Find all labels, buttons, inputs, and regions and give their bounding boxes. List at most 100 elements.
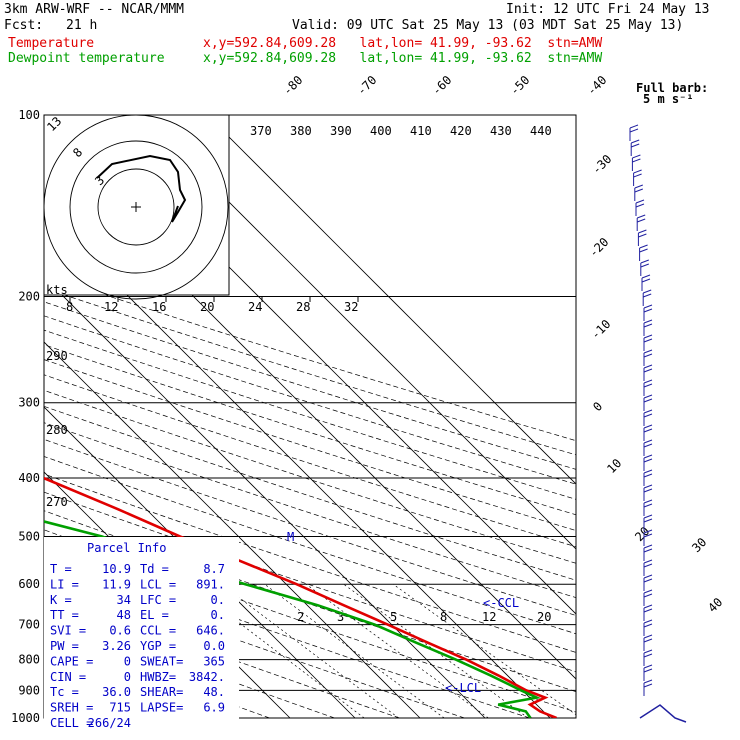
hodograph-speed-label: 16: [152, 300, 166, 314]
wind-barb: [643, 353, 653, 358]
parcel-info-label: HWBZ=: [140, 670, 176, 684]
barb-legend-text: 5 m s⁻¹: [643, 92, 694, 106]
hodograph-trace: [96, 154, 187, 223]
hodograph-ring: [69, 140, 203, 274]
hodograph-speed-label: 24: [248, 300, 262, 314]
parcel-info-value: 6.9: [203, 701, 225, 715]
dry-adiabat: [44, 590, 400, 718]
temperature-legend: Temperature: [8, 36, 95, 51]
lcl-marker: <-LCL: [445, 681, 481, 695]
wind-barb: [643, 623, 653, 628]
pressure-label: 900: [18, 683, 40, 697]
mixing-ratio-label: 8: [440, 610, 447, 624]
dry-adiabat: [44, 329, 576, 500]
dry-adiabat: [44, 405, 576, 581]
wind-barb: [643, 638, 653, 643]
parcel-info-label: LAPSE=: [140, 701, 183, 715]
wind-barb: [640, 259, 649, 264]
parcel-info-label: Tc =: [50, 685, 79, 699]
isotherm-line: [141, 115, 576, 550]
wind-barb: [643, 589, 653, 594]
mixing-ratio-line: [305, 583, 489, 718]
theta-label: 390: [330, 124, 352, 138]
wind-barb: [643, 428, 653, 433]
model-title: 3km ARW-WRF -- NCAR/MMM: [4, 2, 185, 17]
mixing-ratio-label: 20: [537, 610, 551, 624]
wind-barb: [643, 533, 653, 538]
wind-barb: [643, 514, 653, 519]
forecast-label: Fcst:: [4, 18, 44, 33]
isotherm-label: -30: [589, 152, 614, 177]
pressure-label: 200: [18, 290, 40, 304]
hodograph-speed-label: 32: [344, 300, 358, 314]
hodograph-speed-unit: kts: [46, 283, 68, 297]
wind-barb: [635, 199, 645, 204]
isotherm-line: [206, 115, 576, 485]
mixing-ratio-label: 12: [482, 610, 496, 624]
wind-barb: [643, 368, 653, 373]
parcel-info-label: T =: [50, 562, 72, 576]
wind-barb: [643, 503, 653, 508]
barb-legend-text: Full barb:: [636, 81, 708, 95]
parcel-info-label: CCL =: [140, 624, 176, 638]
isotherm-label: -20: [586, 235, 611, 260]
wind-barb: [643, 608, 653, 613]
wind-barb: [632, 154, 641, 159]
init-time: Init: 12 UTC Fri 24 May 13: [506, 2, 710, 17]
parcel-info-label: Td =: [140, 562, 169, 576]
wind-barb: [643, 563, 653, 568]
wind-barb: [643, 319, 653, 324]
wind-barb: [643, 394, 653, 399]
wind-barb: [643, 349, 653, 354]
parcel-info-title: Parcel Info: [87, 541, 166, 555]
theta-label: 280: [46, 423, 68, 437]
parcel-info-value: 891.: [196, 577, 225, 591]
parcel-info-label: CIN =: [50, 670, 86, 684]
isotherm-label: 0: [590, 399, 605, 414]
wind-barb: [641, 278, 651, 283]
theta-label: 420: [450, 124, 472, 138]
isotherm-label: -10: [588, 317, 613, 342]
wind-barb: [643, 574, 653, 579]
parcel-info-value: 0.0: [203, 639, 225, 653]
wind-barb: [643, 653, 653, 658]
parcel-info-value: 0: [124, 654, 131, 668]
parcel-info-value: 10.9: [102, 562, 131, 576]
wind-barb: [640, 263, 649, 268]
isotherm-label: 20: [632, 524, 652, 544]
theta-label: 400: [370, 124, 392, 138]
parcel-info-value: 365: [203, 654, 225, 668]
ccl-marker: <-CCL: [483, 596, 519, 610]
dewpoint-location: x,y=592.84,609.28 lat,lon= 41.99, -93.62…: [203, 51, 603, 66]
mixing-ratio-line: [392, 583, 576, 716]
parcel-info-label: LCL =: [140, 577, 176, 591]
hodograph-speed-label: 28: [296, 300, 310, 314]
wind-barb: [643, 383, 653, 388]
wind-barb: [643, 334, 653, 339]
parcel-info-value: 646.: [196, 624, 225, 638]
isotherm-label: -80: [280, 73, 305, 98]
isotherm-label: -40: [584, 73, 609, 98]
parcel-info-value: 0.: [211, 593, 225, 607]
wind-barb: [643, 593, 653, 598]
pressure-label: 300: [18, 396, 40, 410]
dry-adiabat: [44, 315, 576, 485]
parcel-info-value: 266/24: [88, 716, 131, 730]
wind-barb: [638, 229, 647, 234]
wind-barb: [634, 188, 643, 193]
isotherm-label: 40: [705, 595, 725, 615]
isotherm-line: [44, 276, 486, 718]
theta-label: 380: [290, 124, 312, 138]
dry-adiabat: [44, 439, 576, 616]
parcel-info-value: 11.9: [102, 577, 131, 591]
pressure-label: 600: [18, 577, 40, 591]
wind-barb: [643, 559, 653, 564]
wind-barb: [639, 248, 648, 253]
theta-label: 370: [250, 124, 272, 138]
mixing-ratio-label: 3: [337, 610, 344, 624]
wind-barb: [643, 664, 653, 669]
wind-barb: [637, 214, 646, 219]
parcel-info-label: TT =: [50, 608, 79, 622]
wind-barb: [639, 244, 648, 249]
wind-barb: [643, 619, 653, 624]
